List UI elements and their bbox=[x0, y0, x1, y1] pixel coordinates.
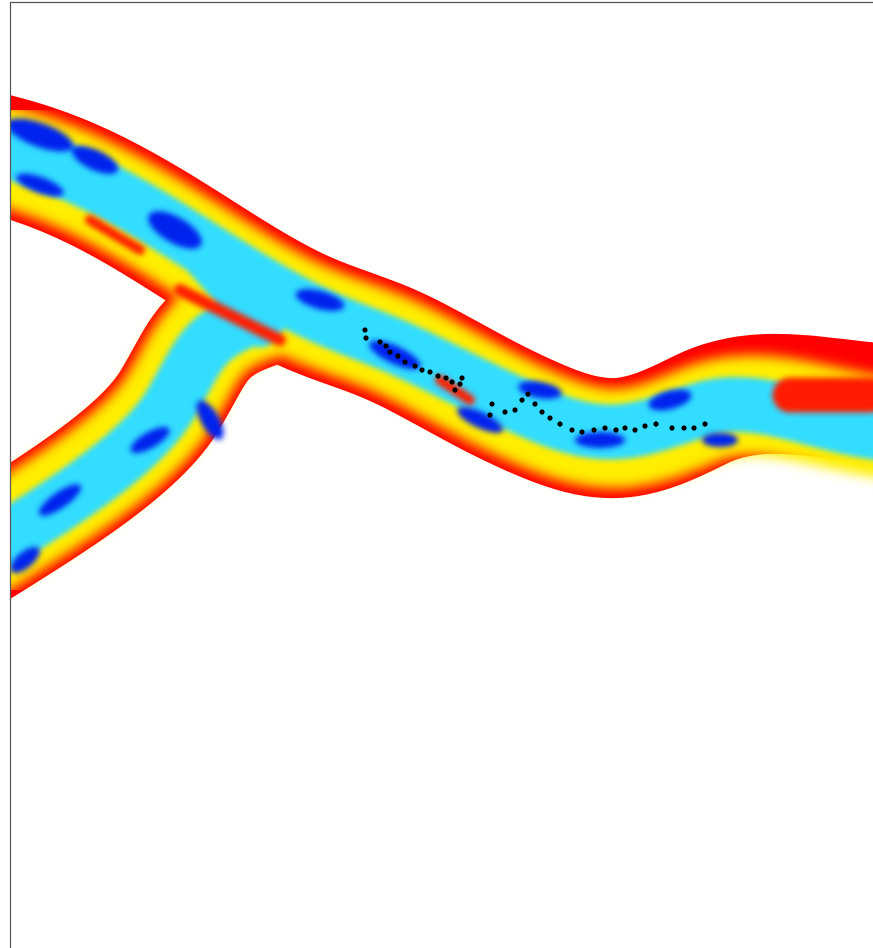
blue-pocket bbox=[71, 146, 119, 174]
sample-point bbox=[613, 427, 619, 433]
blue-pocket bbox=[11, 546, 40, 574]
blue-pocket bbox=[702, 433, 738, 447]
blue-pocket bbox=[16, 173, 64, 197]
red-streak bbox=[85, 215, 145, 255]
blue-pocket bbox=[369, 340, 421, 370]
sample-point bbox=[427, 369, 433, 375]
sample-point bbox=[569, 427, 575, 433]
blue-pocket bbox=[457, 407, 503, 433]
sample-point bbox=[681, 425, 687, 431]
sample-point bbox=[443, 375, 449, 381]
red-streaks bbox=[85, 215, 873, 413]
sample-point bbox=[457, 381, 463, 387]
sample-point bbox=[377, 339, 383, 345]
sample-point bbox=[489, 401, 495, 407]
frame-border bbox=[9, 1, 873, 948]
sample-point bbox=[387, 349, 393, 355]
sample-point bbox=[435, 373, 441, 379]
sample-point bbox=[591, 427, 597, 433]
sample-point bbox=[579, 429, 585, 435]
sample-point bbox=[547, 415, 553, 421]
blue-pocket bbox=[295, 289, 345, 311]
sample-point bbox=[632, 427, 638, 433]
sample-point bbox=[669, 425, 675, 431]
blue-pocket bbox=[575, 432, 625, 448]
blue-pocket bbox=[196, 400, 224, 440]
blue-pockets bbox=[11, 118, 738, 574]
sample-point bbox=[602, 425, 608, 431]
sample-point bbox=[512, 407, 518, 413]
sample-point bbox=[702, 421, 708, 427]
sample-point bbox=[502, 409, 508, 415]
sample-point bbox=[557, 421, 563, 427]
sample-point bbox=[402, 359, 408, 365]
heat-field bbox=[11, 95, 873, 599]
sample-point bbox=[395, 353, 401, 359]
sample-point bbox=[452, 387, 458, 393]
sample-point bbox=[383, 343, 389, 349]
sample-point bbox=[691, 425, 697, 431]
sample-points bbox=[362, 327, 708, 435]
sample-point bbox=[539, 409, 545, 415]
sample-point bbox=[622, 425, 628, 431]
red-streak bbox=[174, 284, 286, 346]
sample-point bbox=[532, 401, 538, 407]
sample-point bbox=[642, 423, 648, 429]
sample-point bbox=[363, 335, 369, 341]
sample-point bbox=[525, 391, 531, 397]
blue-pocket bbox=[11, 118, 74, 152]
sample-point bbox=[519, 397, 525, 403]
sample-point bbox=[412, 363, 418, 369]
blue-pocket bbox=[648, 389, 692, 411]
blue-pocket bbox=[148, 211, 202, 249]
sample-point bbox=[362, 327, 368, 333]
sample-point bbox=[459, 375, 465, 381]
cross-cyan bbox=[112, 182, 278, 348]
blue-pocket bbox=[130, 427, 170, 453]
sample-point bbox=[419, 367, 425, 373]
sample-point bbox=[653, 421, 659, 427]
sample-point bbox=[449, 379, 455, 385]
sample-point bbox=[487, 412, 493, 418]
blue-pocket bbox=[39, 484, 81, 516]
